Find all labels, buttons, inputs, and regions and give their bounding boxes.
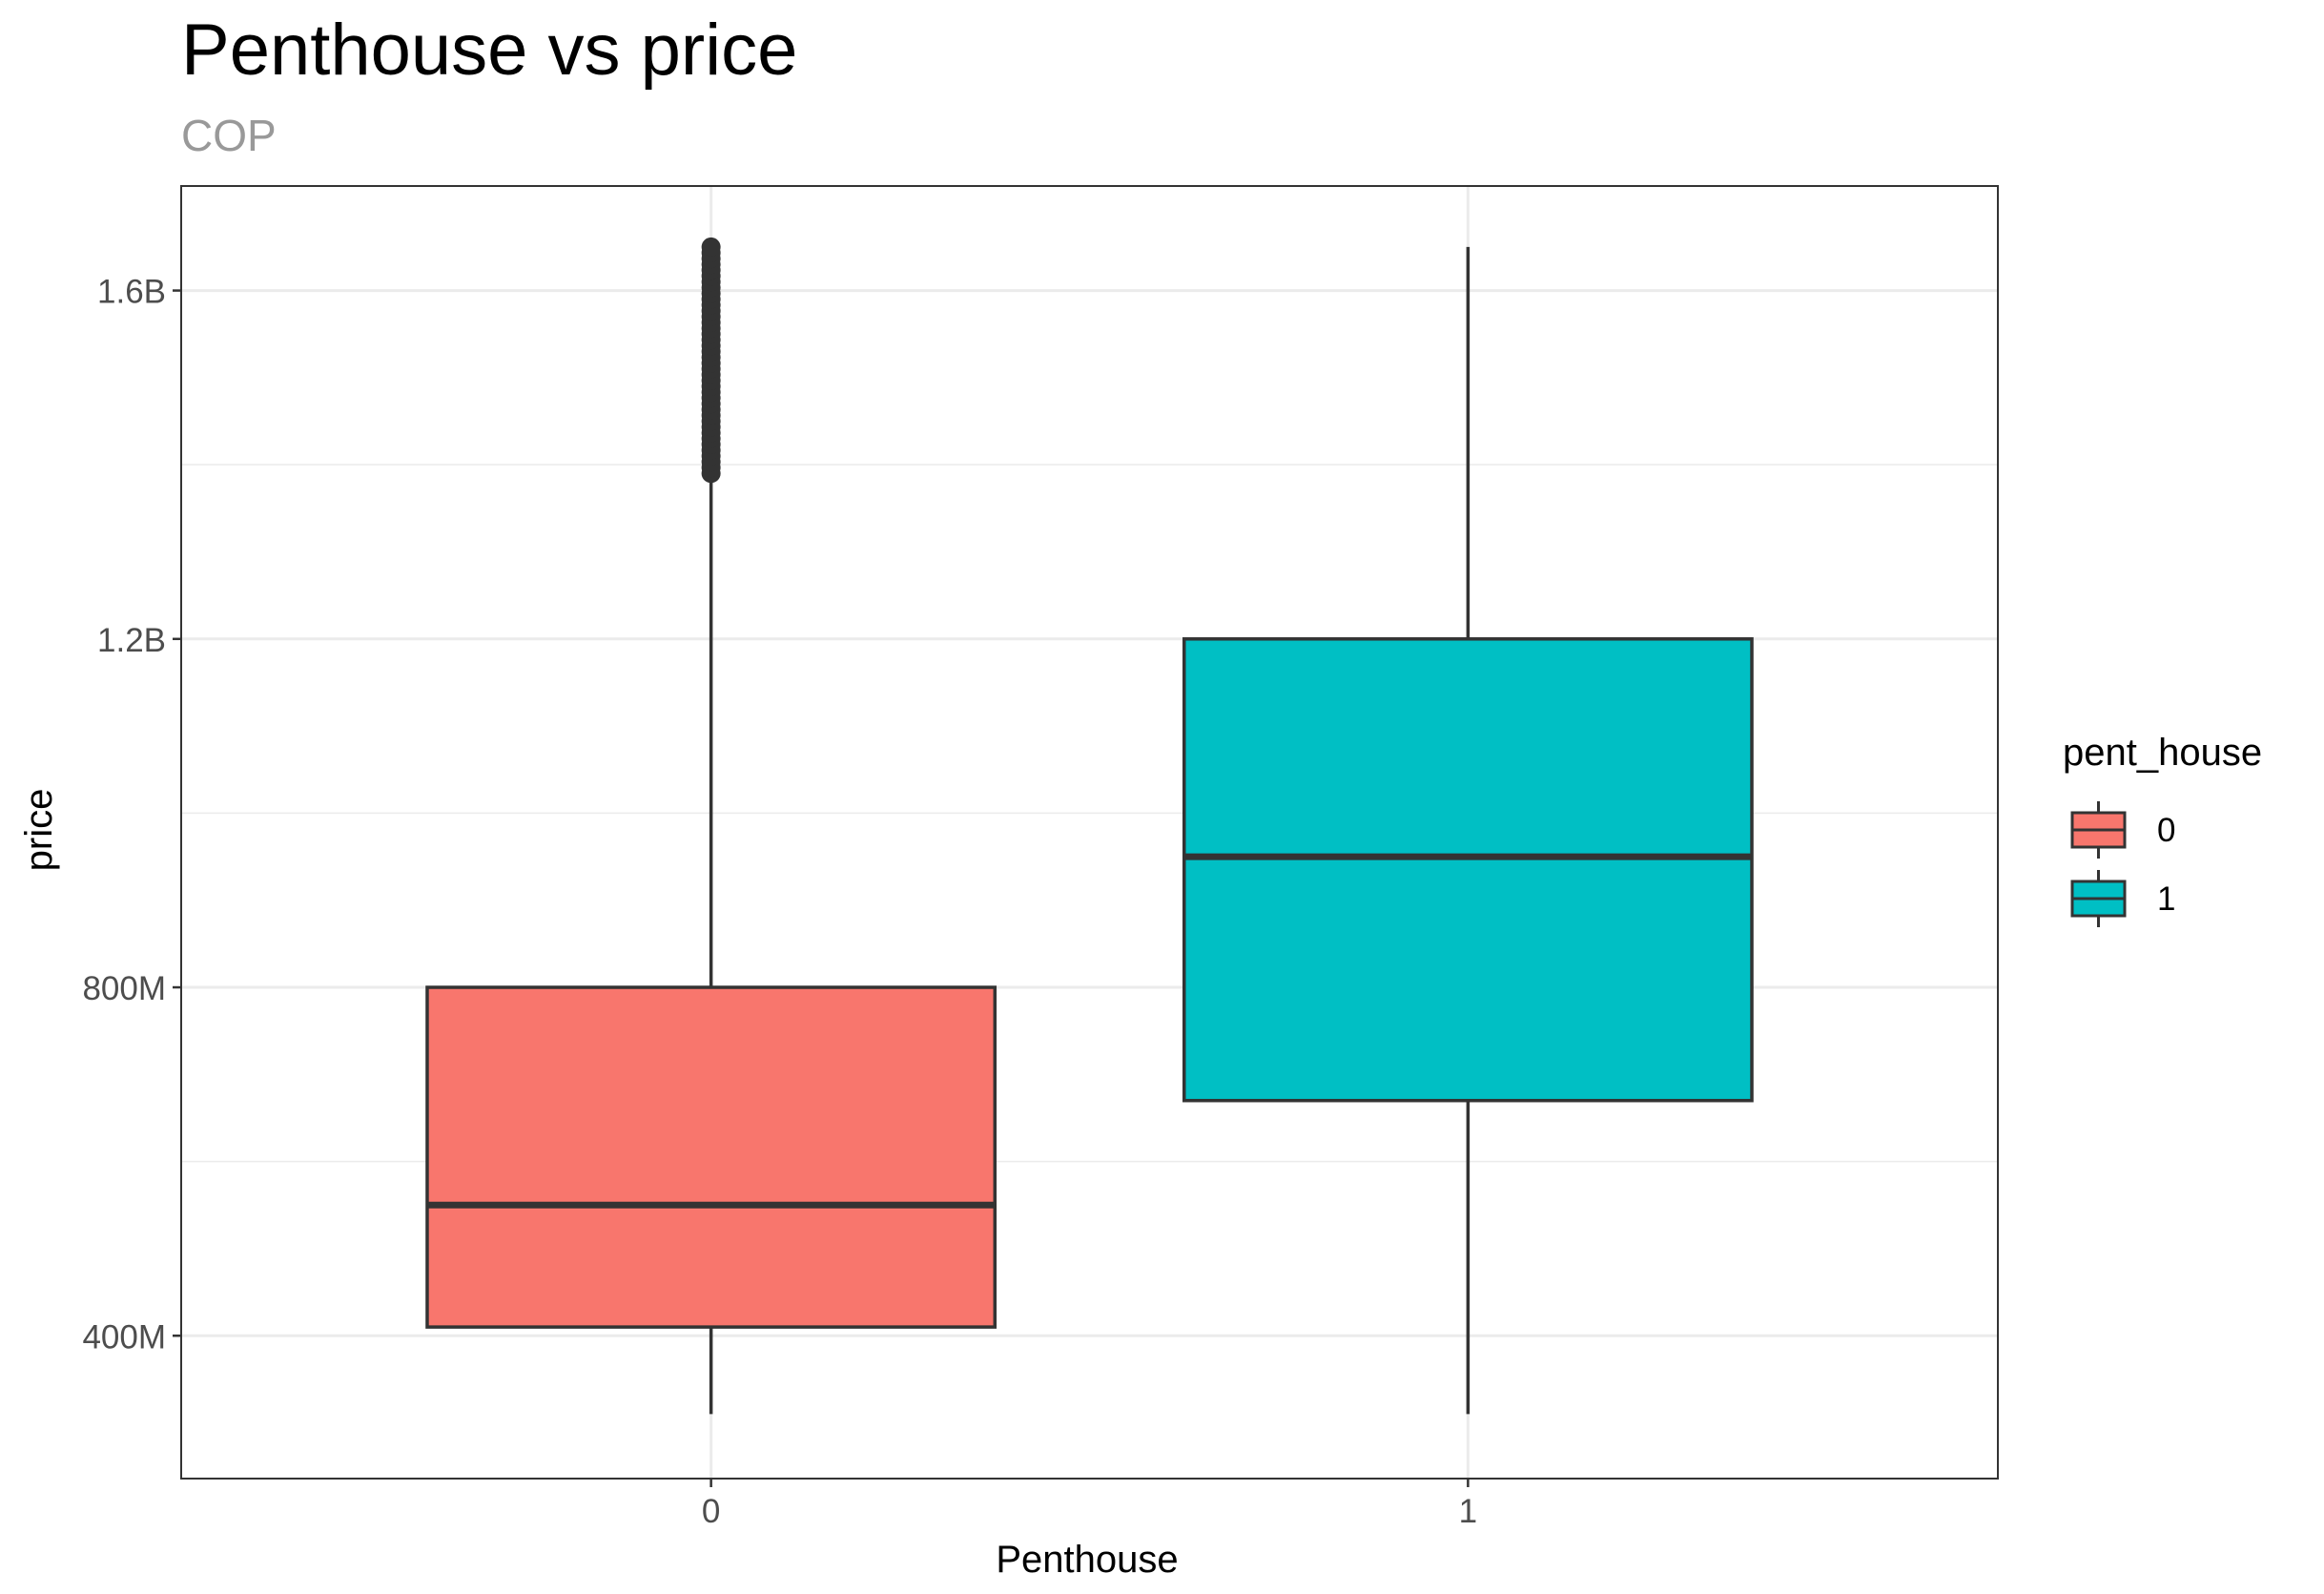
- legend-label: 1: [2157, 880, 2175, 918]
- legend-key-1: [2070, 870, 2127, 927]
- legend: pent_house 0 1: [2063, 732, 2262, 927]
- box-1: [1182, 246, 1754, 1415]
- y-tick-label: 1.6B: [97, 274, 166, 311]
- iqr-box: [425, 985, 997, 1329]
- y-axis-title: price: [18, 789, 60, 872]
- chart-subtitle: COP: [181, 111, 277, 160]
- y-tick-label: 400M: [82, 1318, 166, 1356]
- plot-panel: 400M 800M 1.2B 1.6B 0 1: [82, 185, 1999, 1530]
- legend-title: pent_house: [2063, 732, 2262, 774]
- y-tick-label: 800M: [82, 970, 166, 1007]
- x-axis-title: Penthouse: [996, 1539, 1178, 1581]
- legend-label: 0: [2157, 812, 2175, 849]
- legend-key-0: [2070, 801, 2127, 859]
- outlier-point: [701, 237, 721, 257]
- box-0: [425, 237, 997, 1415]
- panel-border: [180, 185, 1999, 1480]
- x-tick-label: 0: [702, 1493, 720, 1530]
- y-tick-label: 1.2B: [97, 622, 166, 659]
- x-tick-label: 1: [1459, 1493, 1477, 1530]
- chart-title: Penthouse vs price: [181, 10, 797, 91]
- iqr-box: [1182, 637, 1754, 1103]
